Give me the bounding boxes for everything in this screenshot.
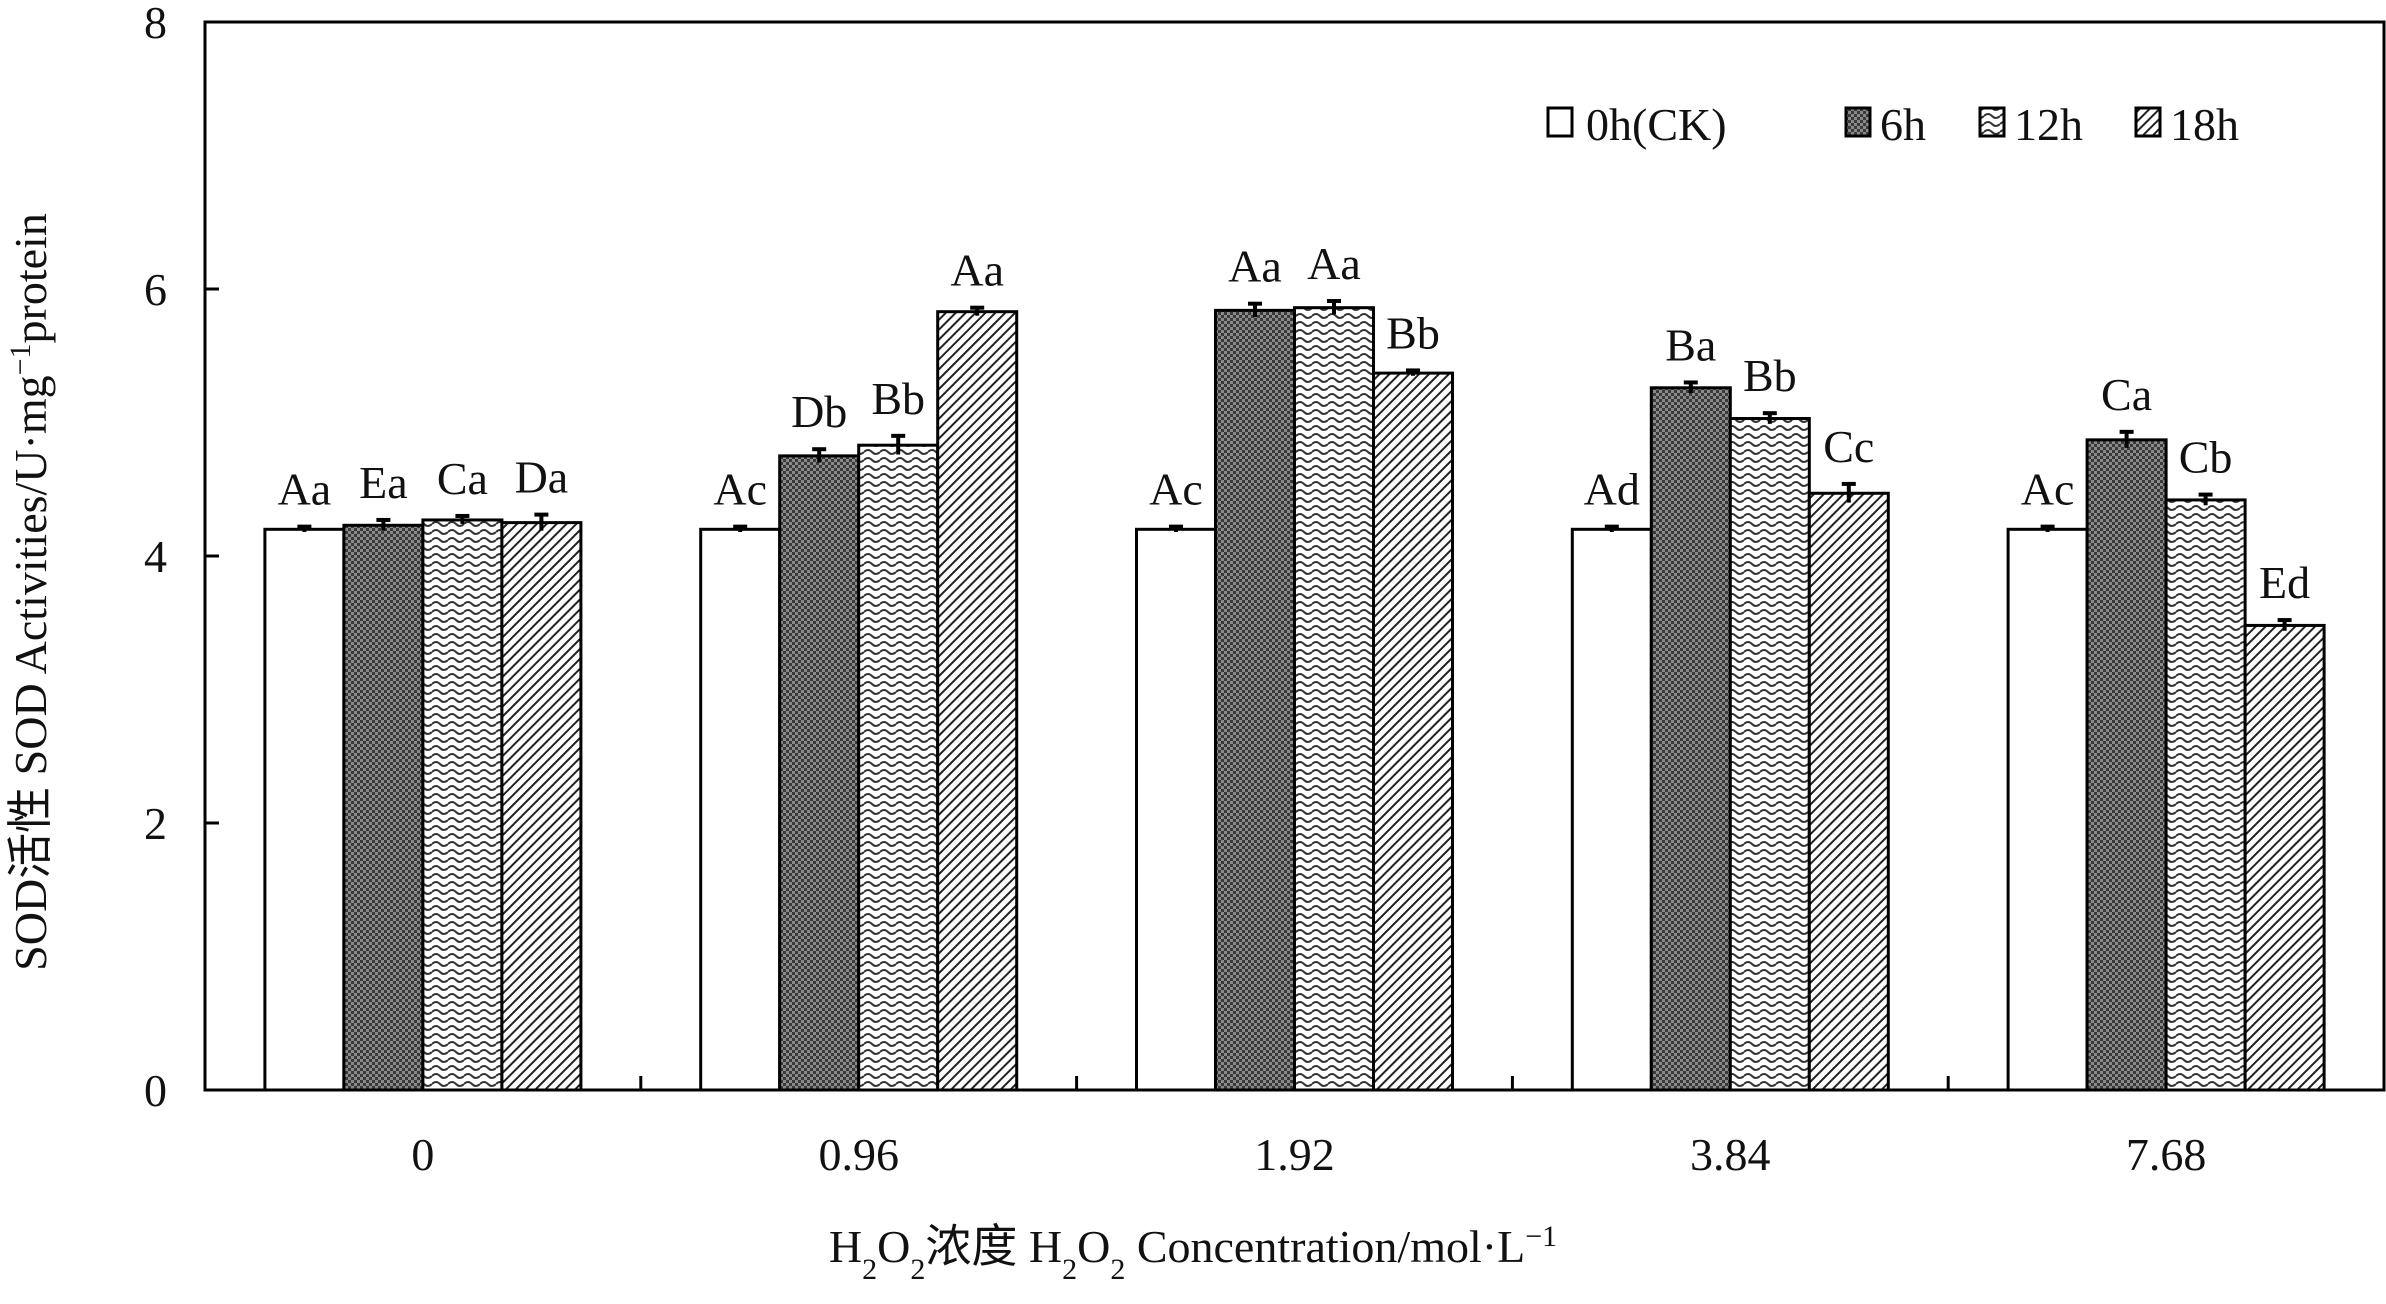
bar [1728, 416, 1811, 1092]
bar-label: Aa [278, 464, 332, 515]
y-tick-label: 0 [144, 1065, 167, 1116]
bar [1649, 386, 1732, 1092]
legend: 0h(CK) 6h 12h 18h [1546, 99, 2239, 150]
legend-label-0h: 0h(CK) [1586, 99, 1727, 150]
bar [1570, 527, 1653, 1092]
bar-label: Aa [1307, 238, 1361, 289]
x-tick-label: 7.68 [2126, 1129, 2207, 1180]
bar-label: Aa [950, 245, 1004, 296]
bar [500, 521, 583, 1092]
bar-label: Ed [2259, 557, 2310, 608]
bar-label: Db [791, 386, 847, 437]
bar-label: Ac [1149, 464, 1203, 515]
bar-label: Ca [2101, 369, 2152, 420]
legend-label-12h: 12h [2014, 99, 2083, 150]
legend-swatch-12h [1978, 106, 2006, 138]
bar-label: Ea [359, 457, 408, 508]
bar [263, 527, 346, 1092]
y-tick-label: 6 [144, 264, 167, 315]
legend-swatch-0h [1546, 106, 1574, 138]
bar-label: Ba [1665, 319, 1716, 370]
bar-label: Ac [713, 464, 767, 515]
bar [2164, 498, 2247, 1092]
bar-label: Ad [1584, 464, 1640, 515]
bar [1214, 308, 1296, 1092]
bar-label: Ca [437, 453, 488, 504]
legend-swatch-18h [2134, 106, 2162, 138]
legend-swatch-6h [1844, 106, 1872, 138]
bar [2085, 438, 2168, 1092]
bar-label: Cb [2179, 432, 2233, 483]
bar [421, 518, 504, 1092]
significance-labels: Aa Ea Ca Da Ac Db Bb Aa Ac Aa Aa Bb Ad Ba Bb Cc Ac Ca Cb Ed [278, 238, 2311, 608]
x-tick-label: 3.84 [1690, 1129, 1771, 1180]
bar [1293, 306, 1375, 1092]
x-tick-label: 1.92 [1254, 1129, 1335, 1180]
bar-label: Bb [871, 373, 925, 424]
bar [1807, 491, 1890, 1092]
y-axis-title: SOD活性 SOD Activities/U·mg−1protein [4, 213, 57, 971]
y-tick-label: 4 [144, 531, 167, 582]
bar-label: Da [515, 452, 569, 503]
bar [778, 454, 861, 1092]
y-tick-label: 8 [144, 0, 167, 48]
bar-label: Bb [1743, 350, 1797, 401]
bar [2243, 623, 2326, 1092]
legend-label-6h: 6h [1880, 99, 1926, 150]
bar-label: Cc [1823, 421, 1874, 472]
bar-label: Aa [1228, 241, 1282, 292]
bar-label: Bb [1386, 307, 1440, 358]
x-axis-title: H2O2浓度 H2O2 Concentration/mol·L−1 [829, 1220, 1557, 1286]
bar [2006, 527, 2089, 1092]
bar [1135, 527, 1217, 1092]
axis-ticks: 0 2 4 6 8 0 0.96 1.92 3.84 7.68 [144, 0, 2206, 1180]
bar [699, 527, 782, 1092]
y-tick-label: 2 [144, 798, 167, 849]
bar [857, 443, 940, 1092]
x-tick-label: 0.96 [818, 1129, 899, 1180]
bar [936, 310, 1019, 1092]
bar [1372, 371, 1454, 1092]
legend-label-18h: 18h [2170, 99, 2239, 150]
x-tick-label: 0 [411, 1129, 434, 1180]
bar-label: Ac [2021, 464, 2075, 515]
bar [342, 523, 425, 1092]
bars-group [263, 299, 2326, 1092]
